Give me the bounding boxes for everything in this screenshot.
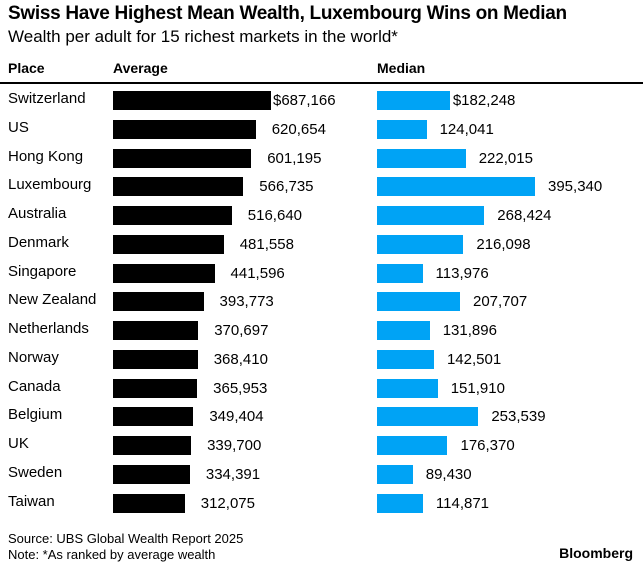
average-value-label: 481,558 — [239, 235, 294, 253]
note-text: Note: *As ranked by average wealth — [8, 547, 216, 562]
median-value-label: 142,501 — [446, 350, 502, 368]
average-bar — [113, 436, 192, 455]
average-bar — [113, 91, 271, 110]
place-label: Norway — [8, 348, 59, 366]
median-bar — [377, 91, 450, 110]
median-bar — [377, 263, 423, 283]
median-value-label: 395,340 — [548, 178, 603, 196]
median-bar — [377, 234, 464, 254]
median-bar — [377, 148, 466, 168]
median-bar — [377, 321, 430, 340]
median-value-label: 89,430 — [425, 465, 472, 483]
place-label: Hong Kong — [8, 147, 84, 165]
median-value-label: 151,910 — [450, 379, 505, 397]
header-median: Median — [377, 60, 426, 76]
median-bar — [377, 292, 460, 312]
average-bar — [113, 206, 232, 225]
average-bar — [113, 493, 185, 513]
average-value-label: 339,700 — [207, 437, 262, 454]
place-label: Netherlands — [8, 320, 89, 337]
source-text: Source: UBS Global Wealth Report 2025 — [8, 531, 244, 546]
average-bar — [113, 378, 198, 398]
average-value-label: 516,640 — [247, 207, 303, 224]
source-note: Source: UBS Global Wealth Report 2025 No… — [8, 531, 243, 563]
place-label: Belgium — [8, 406, 63, 424]
average-bar — [113, 119, 256, 139]
chart-title: Swiss Have Highest Mean Wealth, Luxembou… — [8, 3, 567, 24]
place-label: Taiwan — [8, 492, 55, 510]
median-bar — [377, 177, 535, 197]
place-label: New Zealand — [8, 291, 97, 309]
place-label: UK — [8, 435, 29, 452]
average-value-label: 441,596 — [230, 264, 285, 282]
median-value-label: $182,248 — [452, 92, 516, 109]
place-label: US — [8, 118, 29, 136]
average-bar — [113, 464, 190, 484]
average-bar — [113, 349, 198, 369]
bloomberg-logo: Bloomberg — [559, 545, 633, 561]
average-value-label: 620,654 — [271, 120, 326, 138]
average-value-label: 601,195 — [267, 149, 322, 167]
place-label: Switzerland — [8, 90, 86, 107]
header-place: Place — [8, 60, 45, 76]
place-label: Sweden — [8, 463, 63, 481]
place-label: Luxembourg — [8, 176, 92, 194]
median-bar — [377, 436, 448, 455]
median-bar — [377, 119, 427, 139]
average-bar — [113, 292, 204, 312]
average-bar — [113, 407, 194, 427]
median-value-label: 216,098 — [476, 235, 531, 253]
average-value-label: 393,773 — [219, 293, 274, 311]
median-bar — [377, 493, 423, 513]
median-bar — [377, 349, 434, 369]
average-value-label: 334,391 — [205, 465, 261, 483]
median-value-label: 207,707 — [473, 293, 528, 311]
median-value-label: 124,041 — [439, 120, 494, 138]
average-value-label: 368,410 — [213, 350, 268, 368]
place-label: Australia — [8, 205, 67, 222]
median-bar — [377, 407, 479, 427]
median-bar — [377, 206, 485, 225]
average-value-label: 365,953 — [213, 379, 268, 397]
average-value-label: 349,404 — [209, 408, 264, 426]
median-value-label: 176,370 — [460, 437, 515, 454]
average-bar — [113, 321, 199, 340]
median-value-label: 114,871 — [435, 494, 490, 512]
place-label: Canada — [8, 377, 61, 395]
average-bar — [113, 177, 244, 197]
place-label: Singapore — [8, 262, 77, 280]
average-value-label: 566,735 — [259, 178, 314, 196]
median-value-label: 253,539 — [491, 408, 546, 426]
median-value-label: 268,424 — [497, 207, 552, 224]
place-label: Denmark — [8, 233, 69, 251]
median-bar — [377, 464, 413, 484]
header-rule — [0, 82, 643, 84]
median-value-label: 222,015 — [478, 149, 533, 167]
average-bar — [113, 263, 215, 283]
average-value-label: 312,075 — [200, 494, 255, 512]
average-bar — [113, 234, 224, 254]
median-bar — [377, 378, 438, 398]
average-value-label: $687,166 — [273, 92, 336, 109]
average-value-label: 370,697 — [214, 322, 269, 339]
median-value-label: 131,896 — [442, 322, 497, 339]
median-value-label: 113,976 — [435, 264, 489, 282]
header-average: Average — [113, 60, 168, 76]
average-bar — [113, 148, 252, 168]
chart-subtitle: Wealth per adult for 15 richest markets … — [8, 27, 398, 46]
